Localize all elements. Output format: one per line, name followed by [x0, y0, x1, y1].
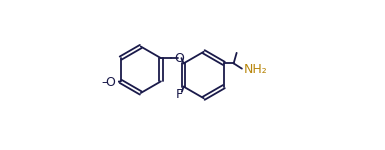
Text: –: – [101, 76, 108, 89]
Text: NH₂: NH₂ [244, 63, 268, 76]
Text: F: F [176, 88, 182, 101]
Text: O: O [175, 52, 184, 65]
Text: O: O [105, 76, 116, 89]
